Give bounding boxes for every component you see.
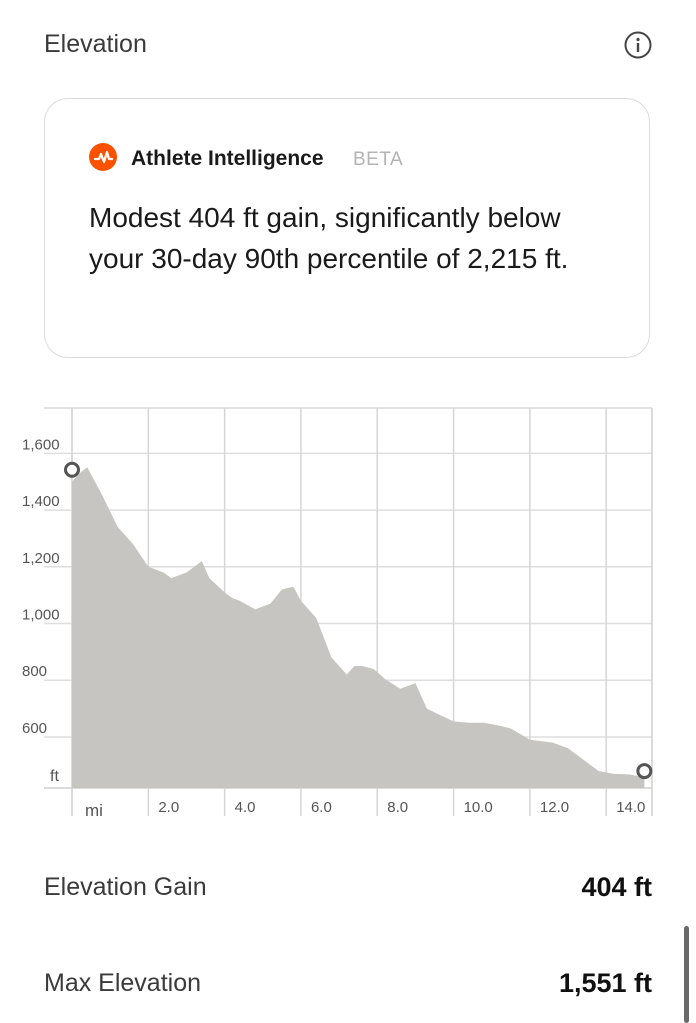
info-icon[interactable]: [624, 31, 652, 59]
elevation-chart[interactable]: 600 800 1,000 1,200 1,400 1,600 ft mi 2.0 4.0 6.0…: [0, 396, 696, 826]
x-tick-label: 14.0: [616, 799, 645, 816]
ai-message: Modest 404 ft gain, significantly below …: [89, 202, 569, 274]
x-tick-label: 8.0: [387, 799, 408, 816]
y-tick-label: 1,400: [22, 493, 60, 510]
x-tick-label: 10.0: [464, 799, 493, 816]
y-tick-label: 1,600: [22, 436, 60, 453]
athlete-intelligence-card: Athlete Intelligence BETA Modest 404 ft …: [44, 98, 650, 358]
start-marker[interactable]: [64, 461, 80, 478]
y-tick-label: 600: [22, 720, 47, 737]
y-tick-label: 1,200: [22, 550, 60, 567]
strava-logo-icon: [89, 143, 117, 171]
y-tick-label: 800: [22, 663, 47, 680]
section-title: Elevation: [44, 30, 147, 58]
end-marker[interactable]: [636, 763, 653, 780]
scrollbar[interactable]: [684, 926, 689, 1023]
stat-elevation-gain-label: Elevation Gain: [44, 873, 207, 901]
stat-max-elevation-value: 1,551 ft: [558, 968, 652, 998]
x-tick-label: 4.0: [235, 799, 256, 816]
x-axis-unit-label: mi: [85, 801, 103, 820]
x-tick-label: 12.0: [540, 799, 569, 816]
beta-badge: BETA: [353, 149, 404, 170]
elevation-area: [72, 467, 645, 788]
stat-max-elevation-label: Max Elevation: [44, 969, 202, 997]
y-axis-unit-label: ft: [50, 768, 59, 785]
x-tick-label: 6.0: [311, 799, 332, 816]
ai-title: Athlete Intelligence: [131, 147, 324, 170]
x-tick-label: 2.0: [158, 799, 179, 816]
y-tick-label: 1,000: [22, 607, 60, 624]
stat-elevation-gain-value: 404 ft: [581, 872, 652, 902]
